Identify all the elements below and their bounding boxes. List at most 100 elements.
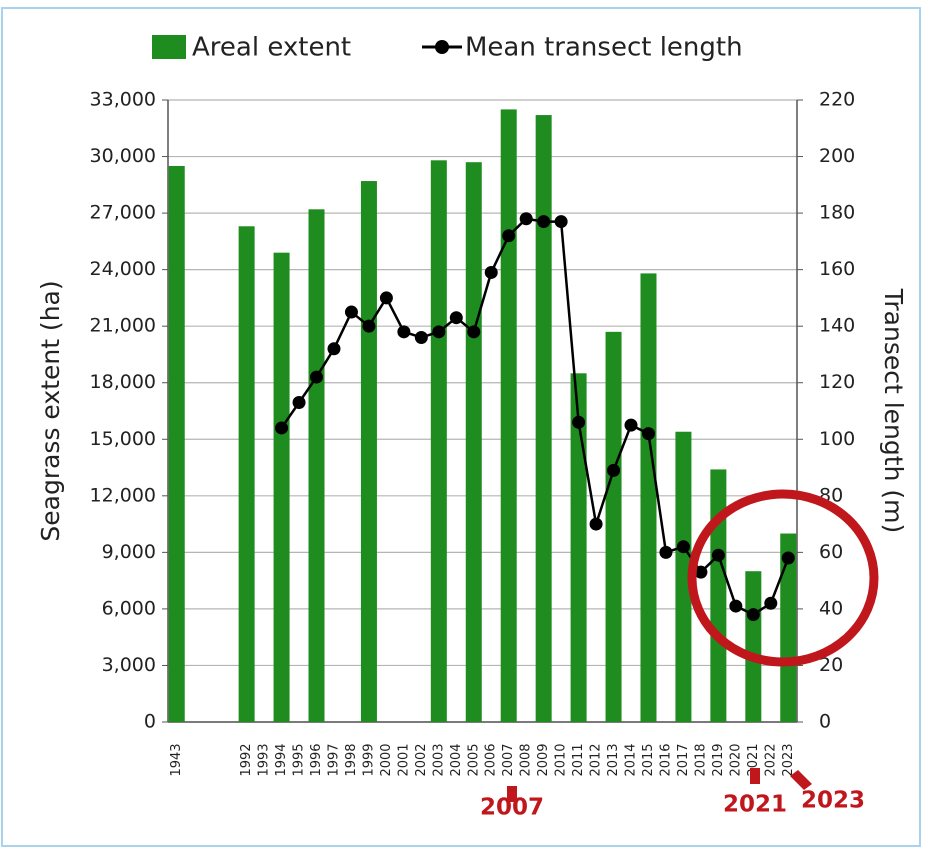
- y2-tick-label: 120: [819, 371, 855, 393]
- line-point: [414, 330, 428, 344]
- y2-tick-label: 160: [819, 258, 855, 280]
- line-point: [344, 305, 358, 319]
- x-tick-label: 2020: [728, 743, 743, 776]
- line-point: [484, 265, 498, 279]
- x-tick-label: 2014: [624, 743, 639, 776]
- y-tick-label: 6,000: [102, 597, 156, 619]
- y-tick-label: 33,000: [90, 89, 156, 111]
- line-point: [589, 517, 603, 531]
- x-tick-label: 2017: [676, 743, 691, 776]
- x-tick-label: 1996: [309, 743, 324, 776]
- bar: [430, 160, 447, 722]
- line-point: [449, 311, 463, 325]
- line-point: [781, 551, 795, 565]
- x-tick-label: 2009: [536, 743, 551, 776]
- x-tick-label: 1997: [326, 743, 341, 776]
- line-point: [327, 342, 341, 356]
- x-tick-label: 2002: [414, 743, 429, 776]
- x-tick-label: 1992: [239, 743, 254, 776]
- x-tick-label: 2005: [466, 743, 481, 776]
- bar: [273, 252, 290, 722]
- line-point: [572, 415, 586, 429]
- line-point: [502, 229, 516, 243]
- bar: [535, 115, 552, 722]
- y-tick-label: 30,000: [90, 145, 156, 167]
- highlight-circle: [687, 489, 879, 667]
- y2-tick-label: 0: [819, 711, 831, 733]
- line-point: [310, 370, 324, 384]
- x-tick-label: 2016: [658, 743, 673, 776]
- y-tick-label: 0: [144, 711, 156, 733]
- line-point: [641, 427, 655, 441]
- y-tick-label: 18,000: [90, 371, 156, 393]
- bar: [360, 181, 377, 723]
- line-point: [292, 396, 306, 410]
- line-point: [746, 608, 760, 622]
- x-tick-label: 2007: [501, 743, 516, 776]
- bar: [605, 331, 622, 722]
- x-tick-label: 2008: [519, 743, 534, 776]
- bar: [465, 162, 482, 722]
- line-point: [676, 540, 690, 554]
- x-tick-label: 2000: [379, 743, 394, 776]
- y2-tick-label: 140: [819, 315, 855, 337]
- line-point: [659, 545, 673, 559]
- bar: [238, 226, 255, 722]
- y2-tick-label: 20: [819, 654, 843, 676]
- y2-tick-label: 200: [819, 145, 855, 167]
- bar: [745, 571, 762, 722]
- x-tick-label: 2003: [431, 743, 446, 776]
- frame: [1, 7, 921, 847]
- line-point: [694, 565, 708, 579]
- x-tick-label: 2023: [781, 743, 796, 776]
- line-point: [624, 418, 638, 432]
- x-tick-label: 1993: [257, 743, 272, 776]
- x-tick-label: 1943: [169, 743, 184, 776]
- x-tick-label: 1995: [292, 743, 307, 776]
- annotation: 2023: [801, 788, 865, 814]
- legend-label: Mean transect length: [465, 33, 743, 63]
- bar: [640, 273, 657, 722]
- y-tick-label: 21,000: [90, 315, 156, 337]
- y-axis-label: Seagrass extent (ha): [36, 280, 65, 541]
- x-tick-label: 2004: [449, 743, 464, 776]
- y2-axis-label: Transect length (m): [879, 288, 908, 533]
- bar: [168, 165, 185, 722]
- legend-label: Areal extent: [192, 33, 351, 63]
- line-point: [729, 599, 743, 613]
- line-point: [764, 596, 778, 610]
- line-point: [554, 215, 568, 229]
- y-tick-label: 12,000: [90, 484, 156, 506]
- annotation: 2007: [480, 795, 544, 821]
- y-tick-label: 15,000: [90, 428, 156, 450]
- line-point: [397, 325, 411, 339]
- x-tick-label: 1994: [274, 743, 289, 776]
- y2-tick-label: 60: [819, 541, 843, 563]
- x-tick-label: 2010: [554, 743, 569, 776]
- bar: [308, 209, 325, 722]
- x-tick-label: 2001: [396, 743, 411, 776]
- annotation-marker: [790, 770, 812, 790]
- legend-marker: [435, 40, 449, 54]
- x-tick-label: 2015: [641, 743, 656, 776]
- line-point: [432, 325, 446, 339]
- annotation-marker: [750, 768, 760, 784]
- bar: [570, 373, 587, 722]
- line-point: [519, 212, 533, 226]
- x-tick-label: 2006: [484, 743, 499, 776]
- y-tick-label: 24,000: [90, 258, 156, 280]
- y2-tick-label: 100: [819, 428, 855, 450]
- line-point: [537, 215, 551, 229]
- annotation-marker: [507, 786, 517, 802]
- x-tick-label: 2011: [571, 743, 586, 776]
- y2-tick-label: 180: [819, 202, 855, 224]
- x-tick-label: 1998: [344, 743, 359, 776]
- x-tick-label: 1999: [361, 743, 376, 776]
- x-tick-label: 2012: [589, 743, 604, 776]
- bar: [710, 469, 727, 722]
- legend-swatch: [152, 35, 186, 59]
- annotation: 2021: [723, 792, 787, 818]
- bar: [780, 533, 797, 722]
- line-point: [362, 319, 376, 333]
